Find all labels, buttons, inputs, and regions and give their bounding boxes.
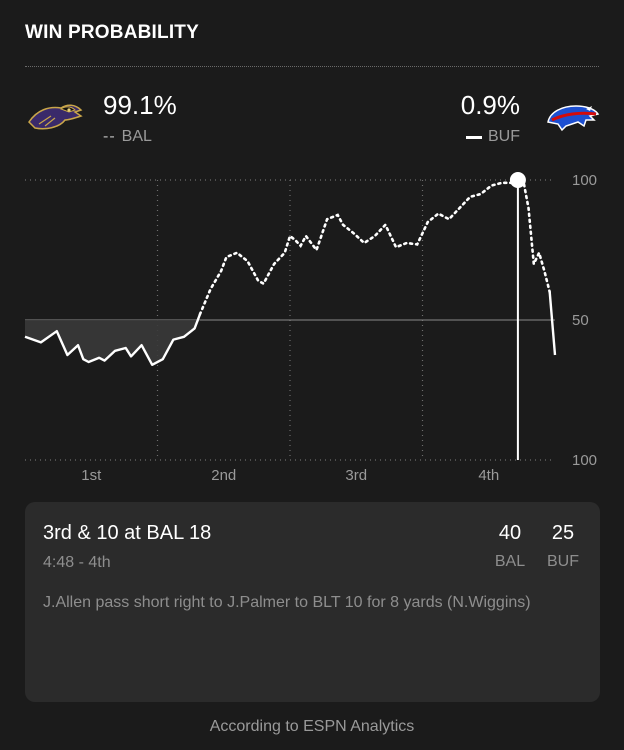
attribution-text: According to ESPN Analytics <box>209 718 415 735</box>
game-clock: 4:48 - 4th <box>43 554 111 571</box>
play-card[interactable]: 3rd & 10 at BAL 18 4:48 - 4th 40 BAL 25 … <box>25 502 600 702</box>
y-tick-label: 100 <box>572 452 597 469</box>
home-legend: -- BAL <box>103 128 152 146</box>
series-line-dotted <box>198 178 551 316</box>
score-home-abbr: BAL <box>494 553 526 570</box>
quarter-label: 1st <box>81 467 102 484</box>
team-away[interactable]: 0.9% BUF <box>402 88 602 148</box>
team-home[interactable]: 99.1% -- BAL <box>25 88 225 148</box>
score-away-abbr: BUF <box>547 553 579 570</box>
y-tick-label: 100 <box>572 172 597 189</box>
page-title: WIN PROBABILITY <box>25 22 199 43</box>
quarter-label: 3rd <box>345 467 367 484</box>
dashed-line-legend: -- <box>103 128 116 145</box>
chart-svg[interactable]: 1st 2nd 3rd 4th 100 50 100 <box>0 160 624 500</box>
play-description: J.Allen pass short right to J.Palmer to … <box>43 594 531 611</box>
quarter-label: 2nd <box>211 467 236 484</box>
score-home: 40 BAL <box>487 522 533 571</box>
ravens-logo-icon <box>25 100 85 141</box>
score-home-value: 40 <box>498 522 522 544</box>
score-away-value: 25 <box>551 522 575 544</box>
away-abbr: BUF <box>488 128 520 145</box>
current-play-marker <box>509 172 526 188</box>
down-and-distance: 3rd & 10 at BAL 18 <box>43 522 212 544</box>
score-away: 25 BUF <box>540 522 586 571</box>
away-legend: BUF <box>466 128 520 146</box>
series-line-solid <box>24 313 202 366</box>
win-probability-chart[interactable]: 1st 2nd 3rd 4th 100 50 100 <box>0 160 624 500</box>
solid-line-legend <box>466 135 482 139</box>
title-divider <box>25 66 599 67</box>
series-line-end <box>548 291 557 356</box>
buf-shaded-area <box>25 320 200 365</box>
home-abbr: BAL <box>121 128 152 145</box>
quarter-label: 4th <box>478 467 499 484</box>
bills-logo-icon <box>542 100 602 141</box>
home-win-pct: 99.1% <box>103 90 177 120</box>
away-win-pct: 0.9% <box>460 90 520 120</box>
y-tick-label: 50 <box>572 312 589 329</box>
